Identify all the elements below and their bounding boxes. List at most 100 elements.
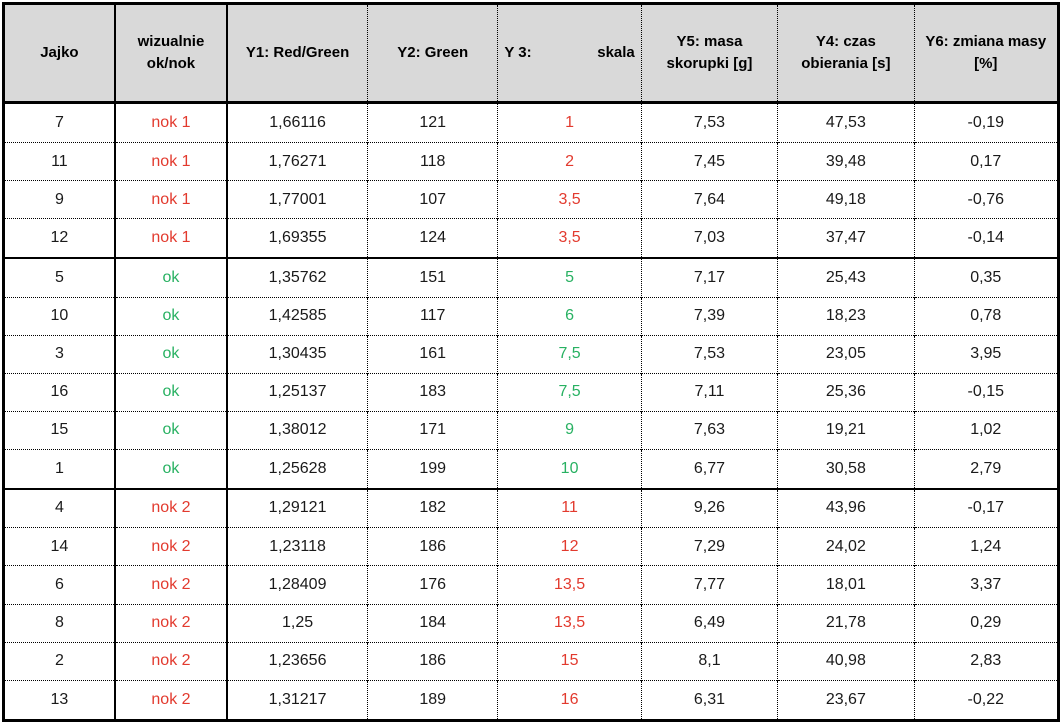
y5-shell-mass-cell: 7,03 — [641, 218, 779, 258]
y6-mass-change-cell: 2,79 — [914, 449, 1059, 489]
y3-scale-cell: 5 — [497, 256, 642, 298]
y1-red-green-cell: 1,23656 — [227, 641, 369, 681]
y6-mass-change-cell: -0,17 — [914, 487, 1059, 528]
y2-green-cell: 118 — [367, 142, 499, 181]
egg-number-cell: 12 — [3, 218, 116, 258]
y5-shell-mass-cell: 6,31 — [641, 679, 779, 721]
table-row: 10 ok 1,42585 117 6 7,39 18,23 0,78 — [3, 296, 1059, 336]
y5-shell-mass-cell: 7,29 — [641, 527, 779, 566]
y2-green-cell: 107 — [367, 180, 499, 219]
column-header-y2: Y2: Green — [367, 3, 499, 104]
y5-shell-mass-cell: 7,53 — [641, 334, 779, 374]
y1-red-green-cell: 1,30435 — [227, 334, 369, 374]
y6-mass-change-cell: 0,35 — [914, 256, 1059, 298]
table-header: Jajko wizualnie ok/nok Y1: Red/Green Y2:… — [3, 3, 1059, 104]
y4-peel-time-cell: 43,96 — [777, 487, 915, 528]
visual-status-cell: nok 1 — [114, 142, 229, 181]
y2-green-cell: 151 — [367, 256, 499, 298]
y3-scale-cell: 6 — [497, 296, 642, 336]
egg-number-cell: 9 — [3, 180, 116, 219]
table-row: 7 nok 1 1,66116 121 1 7,53 47,53 -0,19 — [3, 102, 1059, 143]
visual-status-cell: nok 2 — [114, 679, 229, 721]
y6-mass-change-cell: 0,78 — [914, 296, 1059, 336]
table-row: 15 ok 1,38012 171 9 7,63 19,21 1,02 — [3, 410, 1059, 450]
column-header-y5: Y5: masa skorupki [g] — [641, 3, 779, 104]
egg-number-cell: 6 — [3, 565, 116, 604]
egg-number-cell: 8 — [3, 603, 116, 643]
y1-red-green-cell: 1,25 — [227, 603, 369, 643]
y1-red-green-cell: 1,69355 — [227, 218, 369, 258]
table-row: 8 nok 2 1,25 184 13,5 6,49 21,78 0,29 — [3, 603, 1059, 643]
y4-peel-time-cell: 21,78 — [777, 603, 915, 643]
y6-mass-change-cell: 0,29 — [914, 603, 1059, 643]
table-row: 12 nok 1 1,69355 124 3,5 7,03 37,47 -0,14 — [3, 218, 1059, 258]
visual-status-cell: nok 2 — [114, 641, 229, 681]
y3-scale-cell: 16 — [497, 679, 642, 721]
y1-red-green-cell: 1,77001 — [227, 180, 369, 219]
y2-green-cell: 121 — [367, 102, 499, 143]
y6-mass-change-cell: 0,17 — [914, 142, 1059, 181]
y4-peel-time-cell: 47,53 — [777, 102, 915, 143]
y4-peel-time-cell: 24,02 — [777, 527, 915, 566]
y5-shell-mass-cell: 6,49 — [641, 603, 779, 643]
column-header-y3-left: Y 3: — [504, 44, 532, 62]
y3-scale-cell: 2 — [497, 142, 642, 181]
visual-status-cell: nok 1 — [114, 180, 229, 219]
y3-scale-cell: 3,5 — [497, 218, 642, 258]
visual-status-cell: nok 2 — [114, 603, 229, 643]
y2-green-cell: 117 — [367, 296, 499, 336]
column-header-jajko: Jajko — [3, 3, 116, 104]
table-row: 11 nok 1 1,76271 118 2 7,45 39,48 0,17 — [3, 142, 1059, 181]
y3-scale-cell: 13,5 — [497, 603, 642, 643]
y1-red-green-cell: 1,29121 — [227, 487, 369, 528]
table-row: 14 nok 2 1,23118 186 12 7,29 24,02 1,24 — [3, 527, 1059, 566]
table-row: 2 nok 2 1,23656 186 15 8,1 40,98 2,83 — [3, 641, 1059, 681]
column-header-y4: Y4: czas obierania [s] — [777, 3, 915, 104]
y4-peel-time-cell: 25,36 — [777, 372, 915, 412]
y5-shell-mass-cell: 7,11 — [641, 372, 779, 412]
egg-number-cell: 13 — [3, 679, 116, 721]
y1-red-green-cell: 1,38012 — [227, 410, 369, 450]
y4-peel-time-cell: 40,98 — [777, 641, 915, 681]
table-row: 4 nok 2 1,29121 182 11 9,26 43,96 -0,17 — [3, 487, 1059, 528]
y5-shell-mass-cell: 7,17 — [641, 256, 779, 298]
egg-number-cell: 10 — [3, 296, 116, 336]
y6-mass-change-cell: -0,19 — [967, 114, 1004, 132]
y5-shell-mass-cell: 6,77 — [641, 449, 779, 489]
y4-peel-time-cell: 39,48 — [777, 142, 915, 181]
y1-red-green-cell: 1,25137 — [227, 372, 369, 412]
y4-peel-time-cell: 49,18 — [777, 180, 915, 219]
y6-mass-change-cell: 1,02 — [914, 410, 1059, 450]
y5-shell-mass-cell: 9,26 — [641, 487, 779, 528]
y3-scale-cell: 7,5 — [497, 372, 642, 412]
table-row: 1 ok 1,25628 199 10 6,77 30,58 2,79 — [3, 449, 1059, 489]
visual-status-cell: ok — [114, 296, 229, 336]
egg-number-cell: 15 — [3, 410, 116, 450]
column-header-y3: Y 3: skala — [497, 3, 642, 104]
visual-status-cell: nok 1 — [114, 102, 229, 143]
visual-status-cell: ok — [114, 334, 229, 374]
egg-number-cell: 5 — [3, 256, 116, 298]
table-row: 6 nok 2 1,28409 176 13,5 7,77 18,01 3,37 — [3, 565, 1059, 604]
y6-mass-change-cell: -0,14 — [914, 218, 1059, 258]
visual-status-cell: nok 2 — [114, 565, 229, 604]
egg-number-cell: 4 — [3, 487, 116, 528]
egg-number-cell: 14 — [3, 527, 116, 566]
egg-number-cell: 3 — [3, 334, 116, 374]
y5-shell-mass-cell: 7,39 — [641, 296, 779, 336]
y4-peel-time-cell: 18,01 — [777, 565, 915, 604]
egg-number-cell: 1 — [3, 449, 116, 489]
y4-peel-time-cell: 23,05 — [777, 334, 915, 374]
table-row: 3 ok 1,30435 161 7,5 7,53 23,05 3,95 — [3, 334, 1059, 374]
table-row: 9 nok 1 1,77001 107 3,5 7,64 49,18 -0,76 — [3, 180, 1059, 219]
y2-green-cell: 184 — [367, 603, 499, 643]
y5-shell-mass-cell: 7,77 — [641, 565, 779, 604]
y2-green-cell: 186 — [367, 641, 499, 681]
y1-red-green-cell: 1,35762 — [227, 256, 369, 298]
table-body: 7 nok 1 1,66116 121 1 7,53 47,53 -0,19 11 nok 1 1,… — [3, 102, 1059, 721]
y5-shell-mass-cell: 7,64 — [641, 180, 779, 219]
y1-red-green-cell: 1,76271 — [227, 142, 369, 181]
y3-scale-cell: 1 — [497, 102, 642, 143]
y3-scale-cell: 10 — [497, 449, 642, 489]
